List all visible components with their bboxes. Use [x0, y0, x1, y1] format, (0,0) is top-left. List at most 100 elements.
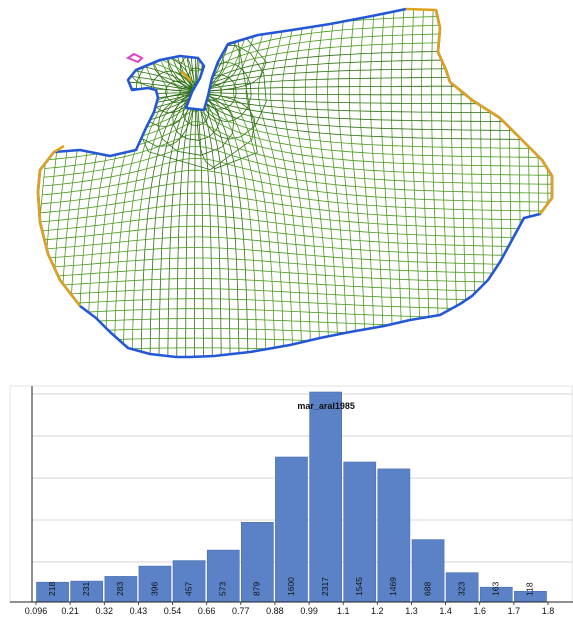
mesh-line-horizontal — [33, 358, 559, 365]
histogram-bar — [309, 391, 343, 603]
mesh-line-vertical — [185, 44, 267, 357]
bar-value-label: 2317 — [320, 577, 330, 596]
mesh-line-horizontal — [38, 214, 552, 239]
mesh-line-horizontal — [45, 121, 552, 167]
mesh-line-vertical — [38, 12, 51, 357]
mesh-line-horizontal — [49, 53, 552, 123]
mesh-line-vertical — [270, 20, 303, 357]
mesh-line-horizontal — [38, 347, 552, 356]
histogram-bar — [343, 461, 377, 603]
mesh-line-vertical — [518, 9, 523, 357]
mesh-line-vertical — [104, 24, 143, 357]
mesh-line-vertical — [480, 9, 486, 357]
mesh-grid — [33, 6, 559, 365]
mesh-line-vertical — [327, 13, 348, 357]
bar-value-label: 396 — [149, 582, 159, 596]
mesh-line-vertical — [370, 10, 385, 357]
mesh-line-horizontal — [38, 257, 552, 275]
mesh-line-vertical — [390, 9, 403, 357]
x-tick-label: 0.66 — [198, 606, 216, 616]
mesh-line-horizontal — [47, 41, 552, 99]
bar-value-label: 323 — [456, 582, 466, 596]
mesh-line-vertical — [546, 9, 550, 357]
x-tick-label: 1.3 — [405, 606, 418, 616]
x-tick-label: 1.4 — [439, 606, 452, 616]
mesh-line-horizontal — [42, 169, 552, 203]
bar-value-label: 879 — [252, 582, 262, 596]
histogram-bar-labels: 218 231 283 396 457 573 879 1600 2317 1545 1469 688… — [47, 577, 535, 596]
mesh-line-vertical — [59, 15, 84, 357]
x-tick-label: 1.8 — [542, 606, 555, 616]
lake-boundary-open-west — [36, 144, 82, 307]
mesh-line-vertical — [86, 20, 118, 357]
bar-value-label: 688 — [422, 582, 432, 596]
bar-value-label: 1469 — [388, 577, 398, 596]
mesh-line-vertical — [489, 9, 495, 357]
mesh-line-horizontal — [43, 145, 552, 185]
lake-boundary-open-inlet — [180, 70, 192, 82]
x-tick-label: 0.54 — [164, 606, 182, 616]
mesh-line-vertical — [401, 9, 412, 357]
bar-value-label: 573 — [217, 582, 227, 596]
mesh-line-vertical — [470, 9, 477, 357]
x-tick-label: 1.6 — [473, 606, 486, 616]
histogram-bar — [377, 468, 411, 603]
bar-value-label: 1600 — [286, 577, 296, 596]
lake-boundary-open-east — [405, 7, 554, 215]
x-tick-label: 1.2 — [371, 606, 384, 616]
x-tick-label: 0.77 — [232, 606, 250, 616]
mesh-line-horizontal — [38, 225, 552, 248]
x-tick-label: 0.88 — [266, 606, 284, 616]
mesh-line-horizontal — [38, 267, 552, 284]
mesh-line-horizontal — [39, 203, 552, 230]
bar-value-label: 1545 — [354, 577, 364, 596]
histogram-bar — [206, 549, 240, 603]
mesh-line-vertical — [41, 13, 62, 357]
x-tick-label: 0.21 — [61, 606, 79, 616]
x-tick-label: 0.32 — [96, 606, 114, 616]
histogram-bar — [411, 539, 445, 603]
histogram-bar — [275, 456, 308, 603]
mesh-line-vertical — [359, 11, 376, 357]
bar-value-label: 283 — [115, 582, 125, 596]
lake-boundary-small — [125, 52, 144, 64]
mesh-line-horizontal — [38, 236, 552, 257]
x-tick-label: 0.99 — [300, 606, 318, 616]
mesh-line-vertical — [135, 44, 213, 357]
x-tick-label: 1.1 — [337, 606, 350, 616]
histogram-bar — [172, 560, 206, 603]
mesh-line-horizontal — [38, 288, 552, 302]
mesh-line-horizontal — [38, 247, 552, 266]
histogram-bars — [36, 391, 547, 603]
chart-title: mar_aral1985 — [297, 401, 355, 411]
x-tick-label: 0.096 — [25, 606, 48, 616]
histogram-bar — [138, 565, 172, 603]
bar-value-label: 457 — [183, 582, 193, 596]
bar-value-label: 231 — [81, 582, 91, 596]
mesh-line-vertical — [50, 14, 73, 357]
histogram-bar — [445, 572, 479, 603]
bar-value-label: 218 — [47, 582, 57, 596]
mesh-line-horizontal — [38, 318, 552, 329]
mesh-line-horizontal — [40, 192, 552, 221]
mesh-line-horizontal — [48, 50, 552, 112]
mesh-line-vertical — [557, 6, 559, 364]
mesh-line-vertical — [460, 9, 468, 357]
histogram-panel: 218 231 283 396 457 573 879 1600 2317 1545 1469 688… — [0, 380, 573, 619]
mesh-line-horizontal — [41, 181, 552, 212]
mesh-line-horizontal — [44, 133, 552, 176]
mesh-line-horizontal — [49, 12, 552, 96]
mesh-line-horizontal — [38, 278, 552, 293]
lake-mesh-plot — [33, 6, 559, 365]
bar-value-label: 118 — [525, 582, 535, 596]
x-tick-label: 1.7 — [508, 606, 521, 616]
mesh-panel — [33, 6, 559, 365]
mesh-line-horizontal — [42, 157, 552, 194]
mesh-line-horizontal — [49, 38, 552, 114]
x-axis-tick-labels: 0.096 0.21 0.32 0.43 0.54 0.66 0.77 0.88 0.99 1.1… — [25, 602, 555, 616]
mesh-line-vertical — [499, 9, 504, 357]
histogram-chart: 218 231 283 396 457 573 879 1600 2317 1545 1469 688… — [9, 385, 573, 616]
mesh-line-vertical — [431, 9, 440, 357]
bar-value-label: 163 — [491, 582, 501, 596]
mesh-line-horizontal — [38, 298, 552, 311]
